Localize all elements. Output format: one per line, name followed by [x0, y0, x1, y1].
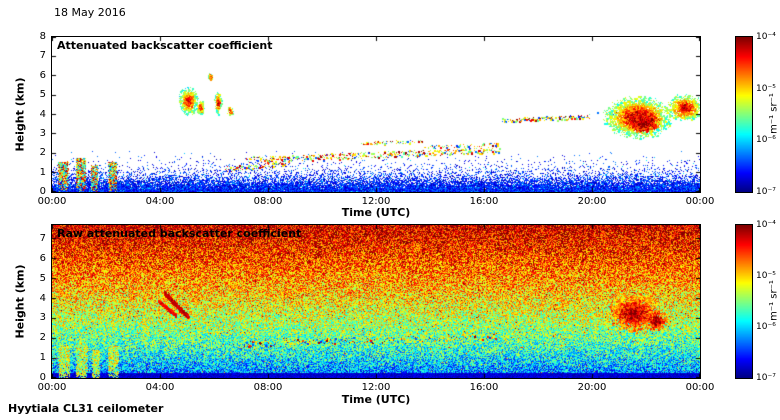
y-tick-label: 0: [39, 186, 46, 197]
colorbar-tick-label: 10⁻⁴: [756, 32, 776, 42]
y-tick-label: 8: [39, 31, 46, 42]
y-tick-label: 6: [39, 252, 46, 264]
colorbar-tick-label: 10⁻⁵: [756, 83, 776, 94]
y-tick-label: 4: [39, 292, 46, 304]
y-tick-label: 5: [39, 89, 46, 101]
x-tick-label: 08:00: [253, 196, 283, 207]
x-tick-label: 00:00: [685, 382, 715, 393]
colorbar-tick-label: 10⁻⁶: [756, 322, 776, 332]
top-panel-title: Attenuated backscatter coefficient: [57, 39, 273, 52]
y-tick-label: 7: [39, 232, 46, 244]
x-tick-label: 00:00: [37, 196, 67, 207]
top-x-axis-label: Time (UTC): [341, 206, 411, 219]
y-tick-label: 3: [39, 127, 46, 139]
y-tick-label: 2: [39, 147, 46, 159]
x-tick-label: 12:00: [361, 382, 391, 393]
y-tick-label: 2: [39, 332, 46, 344]
colorbar-tick-label: 10⁻⁵: [756, 271, 776, 281]
x-tick-label: 20:00: [577, 382, 607, 393]
x-tick-label: 12:00: [361, 196, 391, 207]
x-tick-label: 16:00: [469, 382, 499, 393]
bottom-x-axis-label: Time (UTC): [341, 393, 411, 406]
x-tick-label: 20:00: [577, 196, 607, 207]
x-tick-label: 16:00: [469, 196, 499, 207]
y-tick-label: 3: [39, 312, 46, 324]
date-label: 18 May 2016: [54, 6, 126, 19]
bottom-colorbar: [735, 224, 753, 379]
raw-attenuated-backscatter-heatmap: [51, 224, 701, 379]
y-tick-label: 5: [39, 272, 46, 284]
x-tick-label: 00:00: [37, 382, 67, 393]
bottom-y-axis-label: Height (km): [13, 264, 27, 339]
colorbar-tick-label: 10⁻⁶: [756, 135, 776, 146]
top-colorbar: [735, 36, 753, 193]
y-tick-label: 6: [39, 69, 46, 81]
x-tick-label: 00:00: [685, 196, 715, 207]
x-tick-label: 08:00: [253, 382, 283, 393]
y-tick-label: 7: [39, 50, 46, 62]
attenuated-backscatter-heatmap: [51, 36, 701, 193]
colorbar-tick-label: 10⁻⁷: [756, 187, 776, 197]
x-tick-label: 04:00: [145, 196, 175, 207]
y-tick-label: 1: [39, 352, 46, 364]
bottom-panel-title: Raw attenuated backscatter coefficient: [57, 227, 302, 240]
x-tick-label: 04:00: [145, 382, 175, 393]
y-tick-label: 1: [39, 166, 46, 178]
instrument-label: Hyytiala CL31 ceilometer: [8, 402, 164, 415]
top-y-axis-label: Height (km): [13, 77, 27, 152]
colorbar-tick-label: 10⁻⁴: [756, 220, 776, 230]
y-tick-label: 0: [39, 372, 46, 383]
colorbar-tick-label: 10⁻⁷: [756, 373, 776, 383]
y-tick-label: 4: [39, 108, 46, 120]
